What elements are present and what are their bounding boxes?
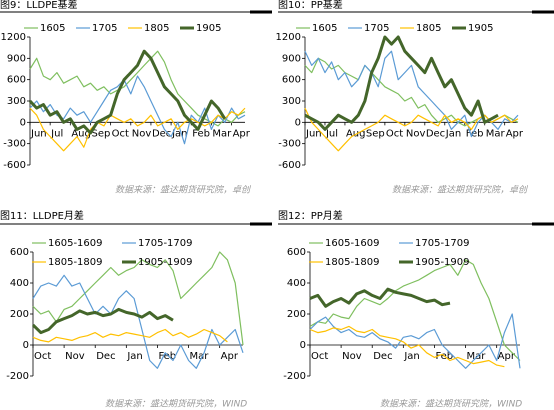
legend-label: 1705: [92, 23, 117, 34]
source-note: 数据来源：盛达期货研究院，卓创: [392, 185, 529, 196]
legend-label: 1905: [196, 23, 221, 34]
y-tick-label: 400: [287, 278, 306, 289]
x-tick-label: Mar: [486, 128, 506, 139]
x-tick-label: Dec: [152, 128, 171, 139]
legend-label: 1805: [416, 23, 441, 34]
series-line: [309, 287, 451, 308]
y-tick-label: 0: [295, 117, 301, 128]
y-tick-label: -600: [3, 160, 26, 171]
y-tick-label: 1200: [276, 32, 301, 43]
y-tick-label: -300: [3, 139, 26, 150]
x-tick-label: Jul: [325, 128, 338, 139]
y-tick-label: 0: [23, 340, 29, 351]
source-note: 数据来源：盛达期货研究院，卓创: [115, 185, 252, 196]
series-line: [309, 325, 505, 368]
legend-label: 1805-1809: [325, 257, 380, 268]
x-tick-label: Jul: [50, 128, 63, 139]
x-tick-label: Nov: [65, 351, 85, 362]
series-line: [32, 328, 228, 343]
legend-label: 1805-1809: [48, 257, 103, 268]
legend-label: 1905-1909: [415, 257, 470, 268]
x-tick-label: Apr: [498, 351, 516, 362]
x-tick-label: Sep: [366, 128, 385, 139]
series-line: [309, 313, 521, 369]
x-tick-label: Dec: [426, 128, 445, 139]
legend-label: 1805: [144, 23, 169, 34]
chart-title: 图9：LLDPE基差: [0, 0, 78, 11]
x-tick-label: Nov: [342, 351, 362, 362]
chart-title: 图11：LLDPE月差: [0, 209, 84, 222]
chart-title: 图10：PP基差: [278, 0, 343, 11]
y-tick-label: 600: [282, 75, 301, 86]
x-tick-label: Dec: [96, 351, 115, 362]
x-tick-label: Sep: [91, 128, 110, 139]
legend-label: 1705-1709: [138, 238, 193, 249]
y-tick-label: -600: [278, 160, 301, 171]
x-tick-label: Feb: [192, 128, 210, 139]
legend-label: 1605-1609: [325, 238, 380, 249]
x-tick-label: Aug: [71, 128, 91, 139]
legend-label: 1605: [40, 23, 65, 34]
y-tick-label: 1200: [1, 32, 26, 43]
y-tick-label: 900: [7, 53, 26, 64]
x-tick-label: Mar: [190, 351, 210, 362]
legend-label: 1905-1909: [138, 257, 193, 268]
x-tick-label: Apr: [506, 128, 524, 139]
y-tick-label: -300: [278, 139, 301, 150]
x-tick-label: Jun: [305, 128, 322, 139]
y-tick-label: -200: [6, 371, 29, 382]
series-line: [31, 307, 174, 335]
x-tick-label: Mar: [212, 128, 232, 139]
y-tick-label: 600: [287, 247, 306, 258]
x-tick-label: Jan: [126, 351, 142, 362]
x-tick-label: Feb: [158, 351, 176, 362]
y-tick-label: 300: [282, 96, 301, 107]
series-line: [32, 251, 244, 346]
y-tick-label: 600: [7, 75, 26, 86]
series-line: [28, 49, 227, 135]
x-tick-label: Jan: [403, 351, 419, 362]
source-note: 数据来源：盛达期货研究院，WIND: [105, 399, 247, 410]
x-tick-label: Oct: [386, 128, 403, 139]
x-tick-label: Nov: [406, 128, 426, 139]
legend-label: 1705-1709: [415, 238, 470, 249]
y-tick-label: 300: [7, 96, 26, 107]
x-tick-label: Oct: [311, 351, 328, 362]
series-line: [29, 75, 246, 145]
series-line: [304, 50, 519, 138]
x-tick-label: Oct: [112, 128, 129, 139]
legend-label: 1605-1609: [48, 238, 103, 249]
y-tick-label: 600: [10, 247, 29, 258]
legend-label: 1605: [312, 23, 337, 34]
legend-label: 1705: [364, 23, 389, 34]
x-tick-label: Apr: [233, 128, 251, 139]
y-tick-label: 200: [287, 309, 306, 320]
chart-title: 图12：PP月差: [278, 209, 343, 222]
series-line: [309, 259, 521, 361]
x-tick-label: Feb: [466, 128, 484, 139]
y-tick-label: 200: [10, 309, 29, 320]
x-tick-label: Jan: [445, 128, 461, 139]
x-tick-label: Oct: [34, 351, 51, 362]
series-line: [304, 35, 499, 131]
y-tick-label: 400: [10, 278, 29, 289]
x-tick-label: Dec: [373, 351, 392, 362]
x-tick-label: Nov: [132, 128, 152, 139]
x-tick-label: Apr: [221, 351, 239, 362]
series-line: [29, 107, 246, 152]
x-tick-label: Jan: [171, 128, 187, 139]
x-tick-label: Mar: [467, 351, 487, 362]
source-note: 数据来源：盛达期货研究院，WIND: [380, 399, 522, 410]
y-tick-label: 900: [282, 53, 301, 64]
legend-label: 1905: [468, 23, 493, 34]
y-tick-label: 0: [300, 340, 306, 351]
y-tick-label: -200: [283, 371, 306, 382]
y-tick-label: 0: [20, 117, 26, 128]
x-tick-label: Jun: [30, 128, 47, 139]
